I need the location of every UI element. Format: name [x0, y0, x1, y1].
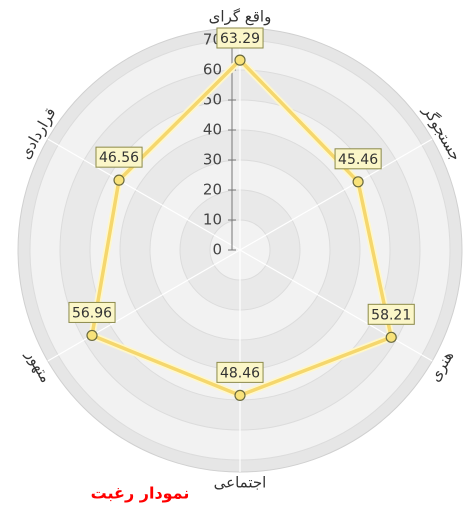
- data-label-text: 58.21: [371, 307, 411, 323]
- y-tick-label: 40: [203, 121, 222, 139]
- chart-title: نمودار رغبت: [91, 484, 190, 503]
- data-label-box: [367, 303, 415, 325]
- spoke: [239, 138, 433, 251]
- data-label-text: 48.46: [220, 365, 260, 381]
- category-label: واقع گرای: [209, 8, 272, 26]
- spoke: [47, 249, 241, 362]
- category-label: اجتماعی: [214, 474, 267, 492]
- y-tick-label: 30: [203, 151, 222, 169]
- point: [86, 329, 98, 342]
- data-label: 45.46: [334, 148, 382, 170]
- data-label-box: [216, 361, 264, 383]
- point: [385, 331, 397, 343]
- data-label: 48.46: [216, 361, 264, 383]
- y-tick-label: 10: [203, 211, 222, 229]
- spoke: [239, 249, 433, 362]
- data-label-text: 46.56: [99, 150, 139, 166]
- y-tick-label: 20: [203, 181, 222, 199]
- data-label-box: [95, 146, 143, 168]
- data-label-box: [68, 301, 116, 323]
- data-label-text: 56.96: [72, 305, 112, 321]
- data-label-text: 45.46: [338, 152, 378, 168]
- y-tick-label: 0: [212, 241, 222, 259]
- data-label: 56.96: [68, 301, 116, 323]
- data-label: 46.56: [95, 146, 143, 168]
- data-label-text: 63.29: [220, 31, 260, 47]
- spoke: [47, 138, 241, 251]
- point: [113, 174, 125, 186]
- data-label-box: [216, 27, 264, 49]
- data-label: 58.21: [367, 303, 415, 325]
- point: [234, 54, 246, 66]
- point: [352, 176, 364, 188]
- point: [234, 389, 246, 401]
- data-label: 63.29: [216, 27, 264, 49]
- data-label-box: [334, 148, 382, 170]
- y-tick-label: 60: [203, 61, 222, 79]
